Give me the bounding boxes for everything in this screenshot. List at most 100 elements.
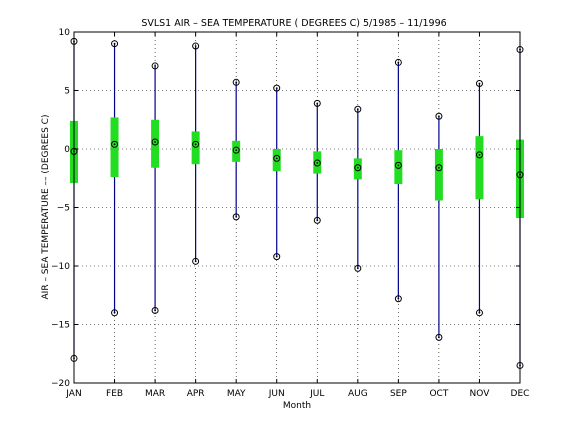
median-marker-dot [235,149,238,152]
y-tick-label: −20 [51,379,70,389]
min-marker [475,309,483,317]
max-marker [232,78,240,86]
x-tick-label: NOV [470,389,491,399]
median-marker [394,161,402,169]
x-tick-label: MAR [145,389,165,399]
iqr-box [353,158,362,180]
box-jun [272,84,281,261]
x-tick-label: JUN [268,389,285,399]
max-marker [111,40,119,48]
max-marker [354,105,362,113]
box-jul [313,99,322,224]
x-tick-label: APR [187,389,205,399]
median-marker [273,154,281,162]
iqr-box [191,131,200,165]
max-marker-dot [316,102,319,105]
y-tick-label: 0 [64,145,70,155]
iqr-box [394,150,403,185]
min-marker [151,306,159,314]
median-marker-dot [113,143,116,146]
max-marker-dot [275,87,278,90]
plot-frame [73,31,521,384]
median-marker-dot [154,141,156,143]
y-tick-label: 10 [59,28,71,38]
max-marker [313,99,321,107]
median-marker [232,146,240,154]
x-tick-label: JUL [309,389,324,399]
min-marker [111,309,119,317]
max-marker [151,62,159,70]
median-marker-dot [478,153,481,156]
max-marker-dot [478,82,481,85]
min-marker-dot [235,215,238,218]
y-tick-label: 5 [64,87,70,97]
iqr-box [272,149,281,172]
max-marker-dot [154,65,156,67]
box-may [232,78,241,221]
box-mar [151,62,160,314]
max-marker-dot [113,42,116,45]
max-marker-dot [356,108,359,111]
grid [74,32,520,383]
median-marker-dot [316,162,319,164]
median-marker [151,138,159,146]
x-axis-label: Month [283,401,311,411]
min-marker [435,333,443,341]
box-nov [475,79,484,317]
max-marker [475,79,483,87]
x-tick-label: OCT [429,389,448,399]
max-marker-dot [194,45,197,47]
y-tick-label: −15 [51,321,70,331]
max-marker-dot [438,115,440,118]
median-marker [192,140,200,148]
max-marker [435,112,443,120]
min-marker-dot [113,311,116,314]
x-tick-label: AUG [348,389,368,399]
box-sep [394,58,403,303]
min-marker [232,213,240,221]
median-marker-dot [438,166,440,169]
median-marker [313,159,321,167]
x-tick-label: MAY [227,389,246,399]
max-marker [192,42,200,50]
median-marker [111,140,119,148]
max-marker [394,58,402,66]
x-tick-label: FEB [106,389,123,399]
median-marker-dot [194,143,197,146]
min-marker-dot [275,255,278,258]
plot-marks [70,37,524,369]
min-marker-dot [194,260,197,263]
median-marker-dot [356,166,359,169]
iqr-box [232,140,241,162]
box-feb [110,40,119,317]
min-marker-dot [356,267,359,270]
median-marker-dot [397,164,400,167]
min-marker-dot [438,336,440,339]
box-aug [353,105,362,272]
min-marker-dot [478,311,481,314]
iqr-box [434,149,443,201]
min-marker [354,264,362,272]
min-marker-dot [154,309,156,312]
median-marker [435,164,443,172]
max-marker-dot [397,61,400,64]
box-apr [191,42,200,265]
median-marker [354,164,362,172]
min-marker [273,253,281,261]
iqr-box [151,119,160,168]
min-marker [192,257,200,265]
min-marker [313,216,321,224]
x-tick-label: JAN [65,389,81,399]
chart-title: SVLS1 AIR – SEA TEMPERATURE ( DEGREES C)… [141,18,446,29]
x-tick-label: DEC [511,389,530,399]
median-marker [475,151,483,159]
y-tick-label: −10 [51,262,70,272]
axes: −20 −15 −10 −5 0 5 10 JAN FEB MAR APR MAY JUN JUL AUG S… [51,28,529,399]
iqr-box [475,136,484,200]
min-marker [394,295,402,303]
min-marker-dot [397,297,400,300]
median-marker-dot [275,157,278,160]
max-marker-dot [235,81,238,84]
x-tick-label: SEP [390,389,407,399]
